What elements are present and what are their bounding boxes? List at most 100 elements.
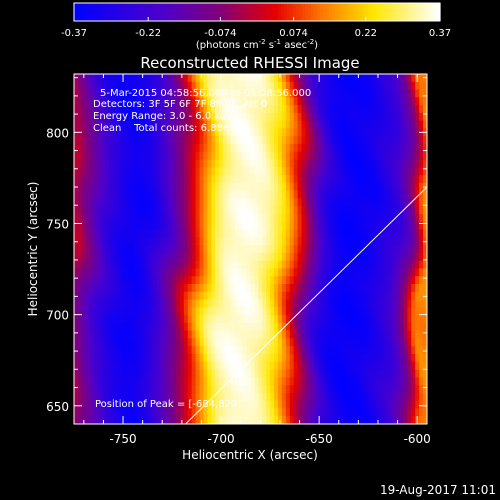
heatmap-cell	[223, 206, 228, 215]
heatmap-cell	[97, 361, 103, 371]
heatmap-cell	[85, 346, 91, 355]
heatmap-cell	[301, 392, 307, 402]
colorbar-cell	[194, 3, 198, 21]
heatmap-cell	[328, 112, 334, 122]
heatmap-cell	[403, 307, 408, 316]
heatmap-cell	[419, 245, 424, 254]
heatmap-cell	[187, 276, 193, 285]
heatmap-cell	[101, 377, 106, 386]
heatmap-cell	[187, 105, 193, 114]
heatmap-cell	[105, 144, 110, 153]
heatmap-cell	[97, 112, 103, 122]
heatmap-cell	[332, 229, 338, 238]
colorbar-cell	[167, 3, 171, 21]
heatmap-cell	[285, 346, 291, 355]
heatmap-cell	[234, 144, 240, 153]
heatmap-cell	[391, 175, 397, 184]
heatmap-cell	[226, 252, 232, 262]
heatmap-cell	[328, 377, 334, 386]
heatmap-cell	[250, 221, 256, 231]
heatmap-cell	[105, 338, 110, 347]
heatmap-cell	[234, 74, 240, 83]
heatmap-cell	[383, 260, 389, 270]
heatmap-cell	[191, 136, 197, 145]
heatmap-cell	[364, 190, 369, 200]
heatmap-cell	[332, 408, 338, 417]
heatmap-cell	[136, 315, 142, 324]
heatmap-cell	[105, 400, 110, 410]
heatmap-cell	[281, 354, 287, 363]
heatmap-cell	[183, 284, 189, 293]
heatmap-cell	[89, 221, 95, 231]
heatmap-cell	[168, 245, 173, 254]
heatmap-cell	[148, 291, 154, 301]
heatmap-cell	[407, 144, 412, 153]
heatmap-cell	[199, 167, 205, 176]
heatmap-cell	[81, 81, 87, 91]
heatmap-cell	[152, 369, 157, 378]
heatmap-cell	[258, 307, 263, 316]
heatmap-cell	[340, 128, 346, 137]
heatmap-cell	[223, 392, 228, 402]
heatmap-cell	[121, 299, 126, 308]
heatmap-cell	[105, 385, 110, 394]
heatmap-cell	[313, 81, 318, 91]
heatmap-cell	[352, 97, 357, 106]
heatmap-cell	[191, 385, 197, 394]
heatmap-cell	[423, 245, 427, 254]
heatmap-cell	[242, 291, 248, 301]
heatmap-cell	[258, 245, 263, 254]
heatmap-cell	[140, 361, 146, 371]
heatmap-cell	[360, 198, 365, 207]
heatmap-cell	[140, 346, 146, 355]
heatmap-cell	[415, 120, 420, 130]
heatmap-cell	[172, 315, 177, 324]
heatmap-cell	[172, 245, 177, 254]
heatmap-cell	[301, 377, 307, 386]
heatmap-cell	[203, 276, 208, 285]
heatmap-cell	[187, 299, 193, 308]
heatmap-cell	[407, 346, 412, 355]
heatmap-cell	[242, 182, 248, 192]
heatmap-cell	[105, 377, 110, 386]
heatmap-cell	[285, 151, 291, 161]
heatmap-cell	[376, 81, 381, 91]
heatmap-cell	[301, 385, 307, 394]
heatmap-cell	[109, 221, 114, 231]
heatmap-cell	[136, 268, 142, 277]
heatmap-cell	[379, 89, 385, 98]
heatmap-cell	[160, 252, 165, 262]
heatmap-cell	[246, 299, 252, 308]
heatmap-cell	[419, 322, 424, 332]
heatmap-cell	[289, 392, 295, 402]
heatmap-cell	[89, 105, 95, 114]
heatmap-cell	[313, 190, 318, 200]
heatmap-cell	[258, 81, 263, 91]
heatmap-cell	[340, 190, 346, 200]
heatmap-cell	[399, 190, 405, 200]
heatmap-cell	[344, 206, 350, 215]
heatmap-cell	[301, 346, 307, 355]
heatmap-cell	[175, 112, 181, 122]
heatmap-cell	[140, 392, 146, 402]
heatmap-cell	[230, 112, 236, 122]
heatmap-cell	[301, 361, 307, 371]
heatmap-cell	[238, 221, 244, 231]
heatmap-cell	[223, 237, 228, 246]
heatmap-cell	[77, 144, 83, 153]
heatmap-cell	[309, 252, 314, 262]
heatmap-cell	[352, 291, 357, 301]
heatmap-cell	[372, 252, 377, 262]
heatmap-cell	[285, 354, 291, 363]
heatmap-cell	[121, 128, 126, 137]
heatmap-cell	[105, 291, 110, 301]
heatmap-cell	[168, 97, 173, 106]
heatmap-cell	[183, 175, 189, 184]
heatmap-cell	[187, 268, 193, 277]
colorbar-cell	[347, 3, 351, 21]
heatmap-cell	[328, 338, 334, 347]
heatmap-cell	[121, 151, 126, 161]
heatmap-cell	[89, 159, 95, 168]
heatmap-cell	[207, 385, 212, 394]
heatmap-cell	[407, 198, 412, 207]
